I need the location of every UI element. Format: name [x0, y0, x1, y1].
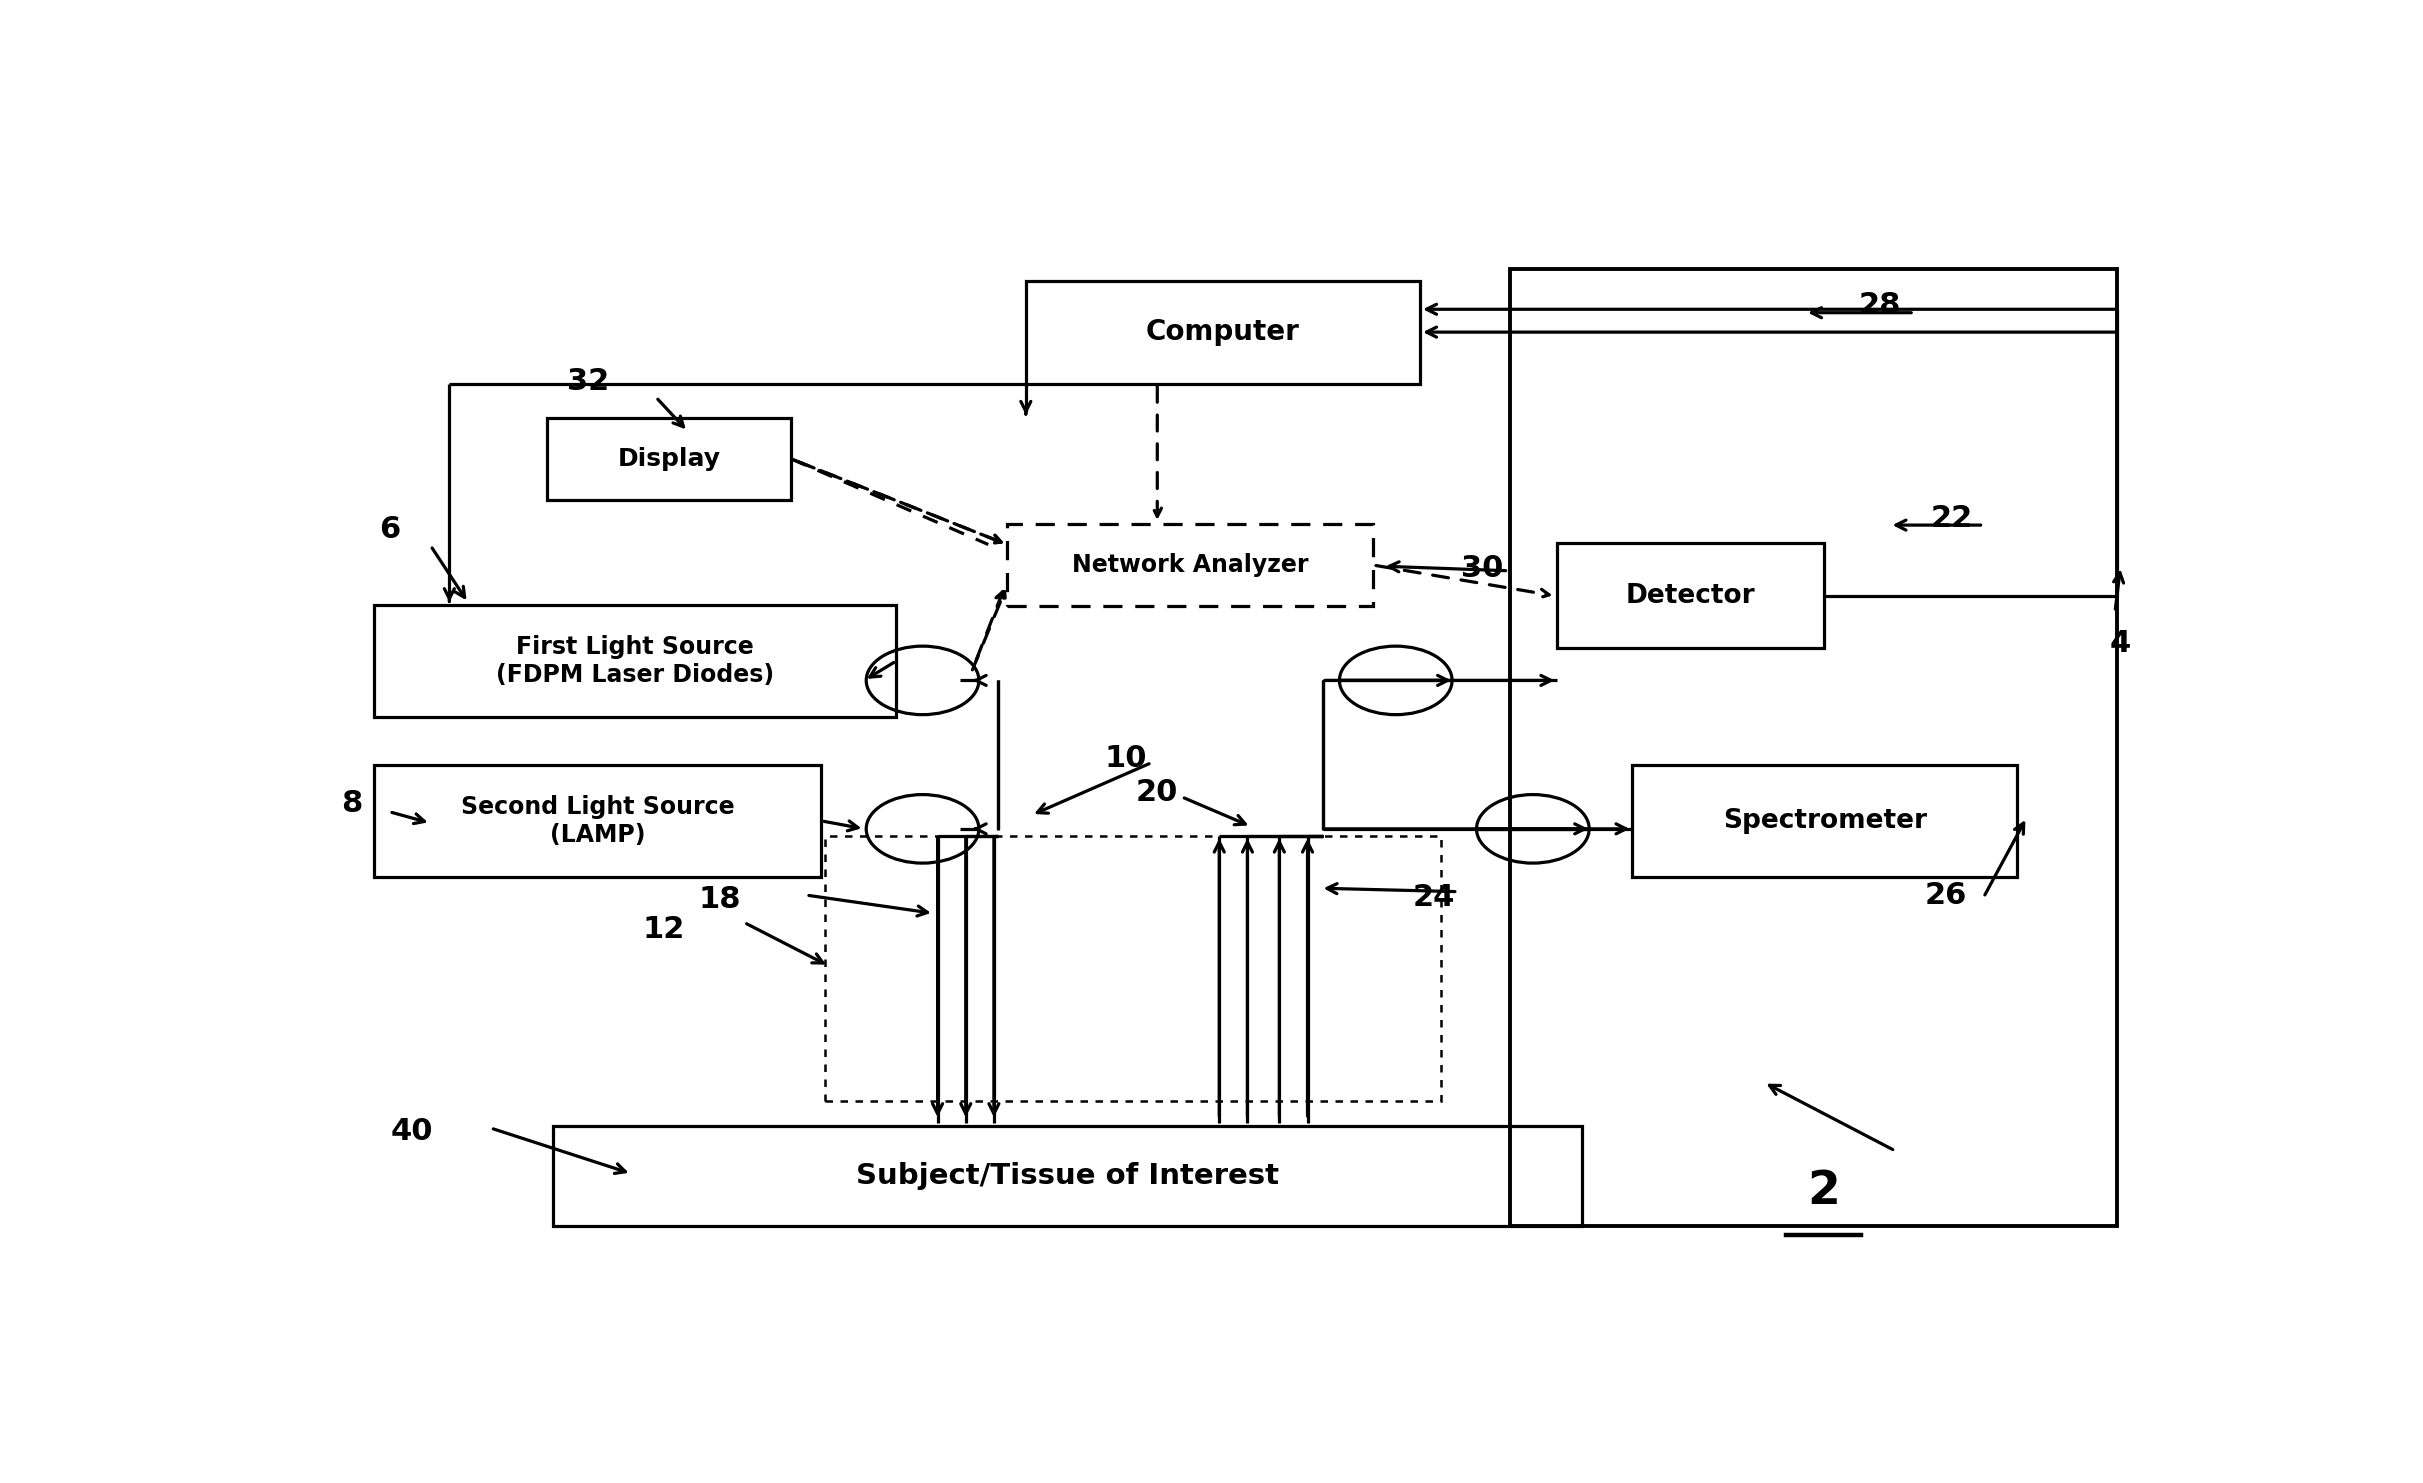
- Text: 6: 6: [378, 515, 400, 544]
- Text: 12: 12: [642, 915, 686, 943]
- FancyBboxPatch shape: [1025, 280, 1420, 384]
- Text: 24: 24: [1413, 882, 1454, 912]
- FancyBboxPatch shape: [824, 836, 1442, 1100]
- FancyBboxPatch shape: [548, 418, 790, 500]
- Text: Network Analyzer: Network Analyzer: [1071, 553, 1308, 577]
- Text: Second Light Source
(LAMP): Second Light Source (LAMP): [460, 795, 734, 847]
- Text: 4: 4: [2110, 629, 2132, 658]
- Text: 32: 32: [567, 366, 611, 396]
- Text: 10: 10: [1105, 743, 1146, 773]
- Text: 28: 28: [1858, 291, 1902, 320]
- Text: Subject/Tissue of Interest: Subject/Tissue of Interest: [855, 1163, 1279, 1189]
- Text: 20: 20: [1136, 777, 1178, 807]
- Text: Spectrometer: Spectrometer: [1723, 808, 1926, 833]
- Text: 18: 18: [698, 885, 741, 914]
- FancyBboxPatch shape: [1558, 543, 1825, 648]
- Text: 2: 2: [1808, 1170, 1841, 1215]
- FancyBboxPatch shape: [552, 1126, 1582, 1226]
- FancyBboxPatch shape: [373, 605, 897, 716]
- Text: First Light Source
(FDPM Laser Diodes): First Light Source (FDPM Laser Diodes): [497, 635, 775, 687]
- Text: Display: Display: [618, 446, 720, 472]
- Text: 40: 40: [390, 1117, 434, 1146]
- Text: 8: 8: [342, 789, 363, 819]
- Text: 22: 22: [1931, 504, 1972, 532]
- Text: 30: 30: [1461, 555, 1502, 583]
- FancyBboxPatch shape: [1633, 765, 2018, 876]
- Text: Detector: Detector: [1626, 583, 1754, 610]
- Text: 26: 26: [1924, 881, 1967, 909]
- Text: Computer: Computer: [1146, 319, 1301, 346]
- FancyBboxPatch shape: [1008, 523, 1374, 607]
- FancyBboxPatch shape: [373, 765, 821, 876]
